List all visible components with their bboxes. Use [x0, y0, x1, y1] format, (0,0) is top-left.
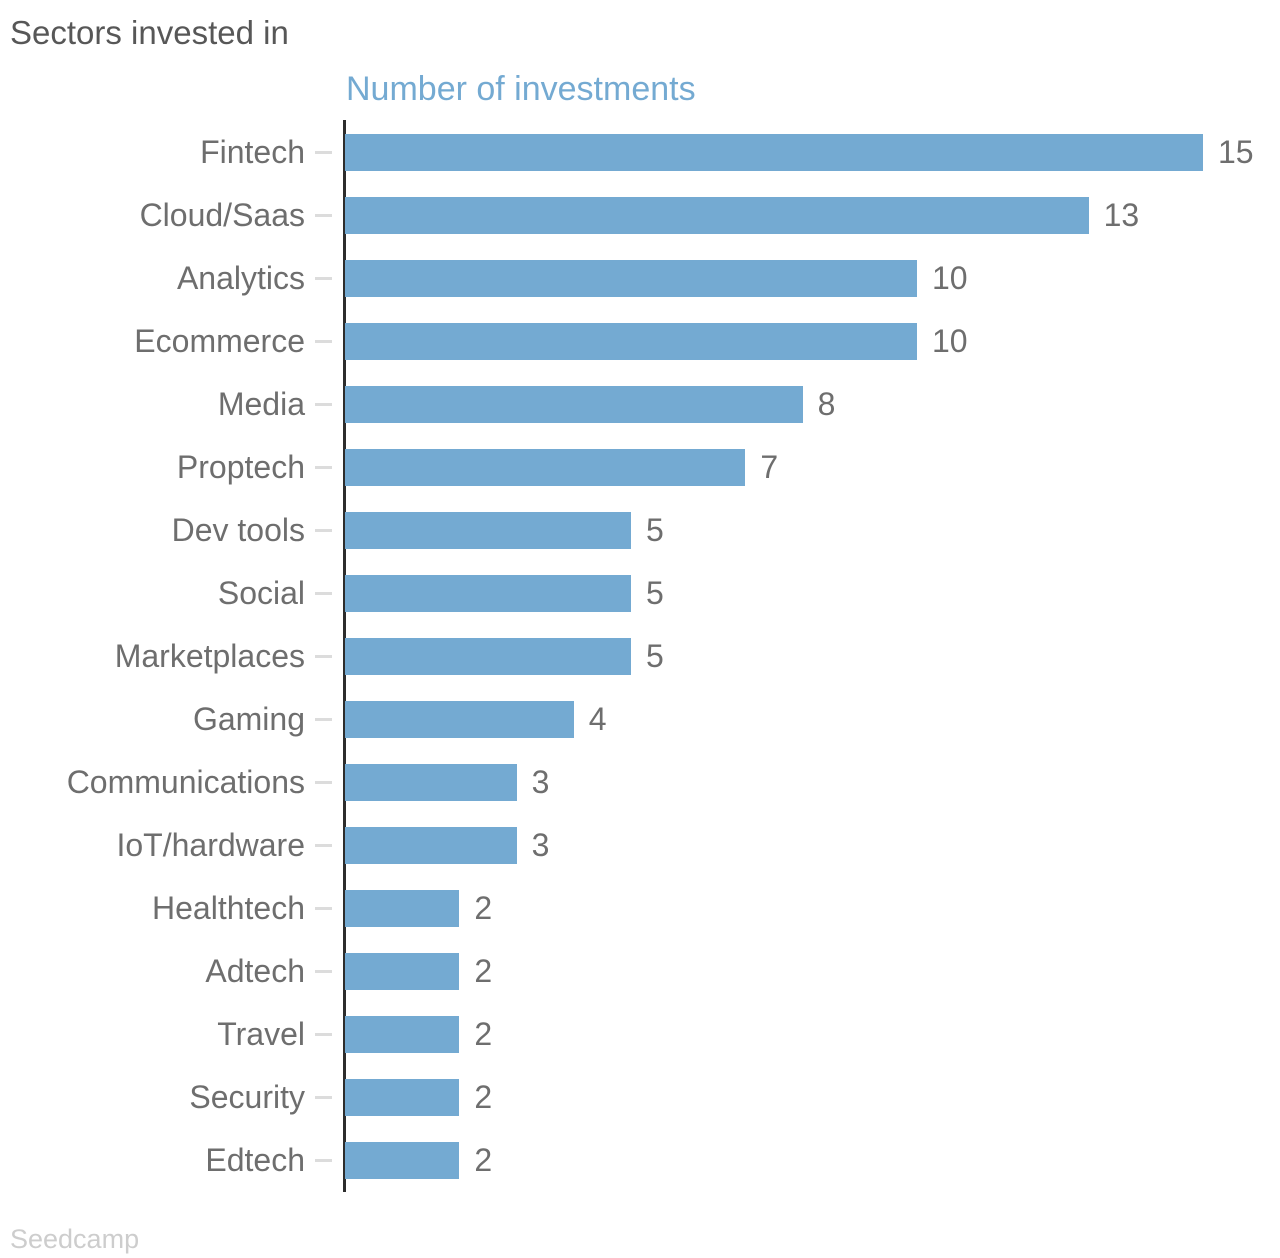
bar-row: Media 8 [0, 373, 1280, 436]
bar [345, 890, 460, 927]
bar-row: Fintech 15 [0, 121, 1280, 184]
axis-tick [315, 844, 332, 847]
bar-row: Travel 2 [0, 1003, 1280, 1066]
bar-row: Proptech 7 [0, 436, 1280, 499]
value-label: 2 [474, 953, 493, 989]
bar-row: IoT/hardware 3 [0, 814, 1280, 877]
axis-tick [315, 466, 332, 469]
bar-row: Dev tools 5 [0, 499, 1280, 562]
bar [345, 701, 574, 738]
value-label: 5 [646, 575, 664, 611]
axis-tick [315, 529, 332, 532]
axis-tick [315, 970, 332, 973]
bar [345, 512, 631, 549]
axis-tick [315, 151, 332, 154]
category-label: Travel [217, 1016, 305, 1052]
category-label: IoT/hardware [116, 827, 305, 863]
bar [345, 134, 1203, 171]
category-label: Healthtech [152, 890, 305, 926]
value-label: 10 [932, 260, 968, 296]
category-label: Communications [66, 764, 305, 800]
bar-row: Gaming 4 [0, 688, 1280, 751]
axis-tick [315, 1033, 332, 1036]
axis-tick [315, 907, 332, 910]
bar [345, 1079, 460, 1116]
category-label: Fintech [200, 134, 305, 170]
bar-row: Ecommerce 10 [0, 310, 1280, 373]
bar [345, 260, 917, 297]
value-label: 4 [588, 701, 607, 737]
category-label: Social [217, 575, 305, 611]
bar [345, 953, 460, 990]
axis-tick [315, 340, 332, 343]
plot-area: Fintech 15 Cloud/Saas 13 Analytics 10 Ecommerc… [0, 120, 1280, 1192]
source-attribution: Seedcamp [10, 1224, 140, 1254]
category-label: Analytics [176, 260, 305, 296]
bar-row: Communications 3 [0, 751, 1280, 814]
category-label: Media [217, 386, 305, 422]
value-label: 10 [932, 323, 968, 359]
y-axis-line [343, 120, 346, 1192]
axis-tick [315, 718, 332, 721]
axis-tick [315, 655, 332, 658]
value-label: 7 [760, 449, 779, 485]
value-label: 3 [531, 764, 550, 800]
category-label: Proptech [176, 449, 305, 485]
chart-title: Sectors invested in [10, 14, 289, 51]
axis-tick [315, 592, 332, 595]
value-label: 13 [1103, 197, 1140, 233]
value-label: 5 [646, 638, 664, 674]
bar [345, 638, 631, 675]
bar-row: Adtech 2 [0, 940, 1280, 1003]
value-label: 2 [474, 1079, 493, 1115]
value-label: 2 [474, 890, 493, 926]
value-label: 2 [474, 1142, 493, 1178]
value-label: 3 [531, 827, 550, 863]
category-label: Edtech [205, 1142, 305, 1178]
bar [345, 197, 1089, 234]
axis-tick [315, 781, 332, 784]
category-label: Ecommerce [134, 323, 305, 359]
axis-tick [315, 277, 332, 280]
category-label: Gaming [192, 701, 305, 737]
value-label: 2 [474, 1016, 493, 1052]
category-label: Marketplaces [114, 638, 305, 674]
category-label: Cloud/Saas [139, 197, 305, 233]
bar-row: Edtech 2 [0, 1129, 1280, 1192]
bar [345, 449, 746, 486]
bar-rows: Fintech 15 Cloud/Saas 13 Analytics 10 Ecommerc… [0, 121, 1280, 1192]
value-label: 5 [646, 512, 664, 548]
bar [345, 575, 631, 612]
bar [345, 764, 517, 801]
bar-row: Security 2 [0, 1066, 1280, 1129]
category-label: Dev tools [171, 512, 305, 548]
axis-tick [315, 403, 332, 406]
bar [345, 1016, 460, 1053]
bar [345, 827, 517, 864]
bar [345, 323, 917, 360]
bar-row: Social 5 [0, 562, 1280, 625]
category-label: Security [189, 1079, 305, 1115]
bar-row: Cloud/Saas 13 [0, 184, 1280, 247]
axis-title: Number of investments [346, 70, 696, 108]
value-label: 15 [1218, 134, 1254, 170]
bar [345, 386, 803, 423]
bar-row: Marketplaces 5 [0, 625, 1280, 688]
bar-row: Analytics 10 [0, 247, 1280, 310]
bar-row: Healthtech 2 [0, 877, 1280, 940]
category-label: Adtech [205, 953, 305, 989]
axis-tick [315, 214, 332, 217]
value-label: 8 [817, 386, 836, 422]
axis-tick [315, 1159, 332, 1162]
axis-tick [315, 1096, 332, 1099]
bar [345, 1142, 460, 1179]
